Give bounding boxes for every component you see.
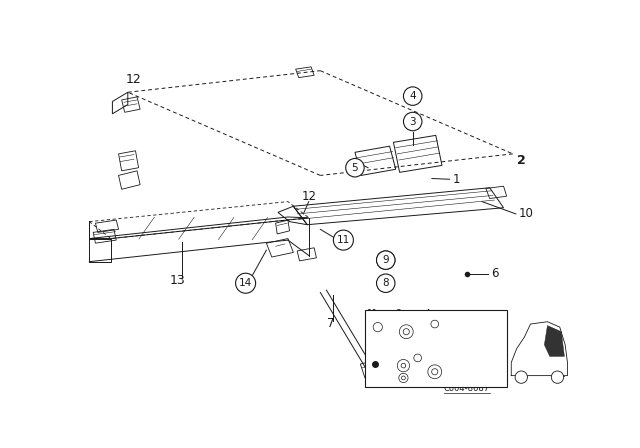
Text: 7: 7 bbox=[326, 317, 334, 330]
Circle shape bbox=[333, 230, 353, 250]
Text: 12: 12 bbox=[301, 190, 316, 202]
Circle shape bbox=[378, 275, 394, 292]
Text: 14: 14 bbox=[239, 278, 252, 288]
Text: 2: 2 bbox=[516, 154, 525, 167]
Text: 11: 11 bbox=[367, 309, 379, 318]
Circle shape bbox=[551, 371, 564, 383]
Circle shape bbox=[403, 87, 422, 105]
Text: 4: 4 bbox=[410, 91, 416, 101]
Circle shape bbox=[373, 323, 383, 332]
Circle shape bbox=[431, 320, 438, 328]
Circle shape bbox=[399, 325, 413, 339]
Circle shape bbox=[515, 371, 527, 383]
Text: 9: 9 bbox=[383, 255, 389, 265]
Circle shape bbox=[376, 251, 395, 269]
Text: 5: 5 bbox=[351, 163, 358, 173]
Polygon shape bbox=[545, 326, 564, 356]
Bar bbox=[365, 310, 508, 387]
Text: 5: 5 bbox=[410, 347, 416, 356]
Text: 3: 3 bbox=[424, 347, 430, 356]
Text: 12: 12 bbox=[126, 73, 142, 86]
Circle shape bbox=[376, 274, 395, 293]
Circle shape bbox=[403, 112, 422, 131]
Circle shape bbox=[346, 159, 364, 177]
Circle shape bbox=[376, 251, 395, 269]
Circle shape bbox=[399, 373, 408, 383]
Circle shape bbox=[428, 365, 442, 379]
Circle shape bbox=[236, 273, 255, 293]
Circle shape bbox=[397, 359, 410, 372]
Text: 11: 11 bbox=[337, 235, 350, 245]
Text: 14: 14 bbox=[367, 347, 379, 356]
Text: C004-8687: C004-8687 bbox=[444, 384, 490, 393]
Text: 9: 9 bbox=[396, 347, 401, 356]
Text: 3: 3 bbox=[410, 116, 416, 126]
Text: 1: 1 bbox=[452, 173, 460, 186]
Text: 4: 4 bbox=[424, 309, 430, 318]
Text: 8: 8 bbox=[383, 278, 389, 288]
Text: 10: 10 bbox=[519, 207, 534, 220]
Circle shape bbox=[414, 354, 422, 362]
Text: 8: 8 bbox=[396, 309, 401, 318]
Text: 13: 13 bbox=[170, 275, 186, 288]
Text: 6: 6 bbox=[492, 267, 499, 280]
